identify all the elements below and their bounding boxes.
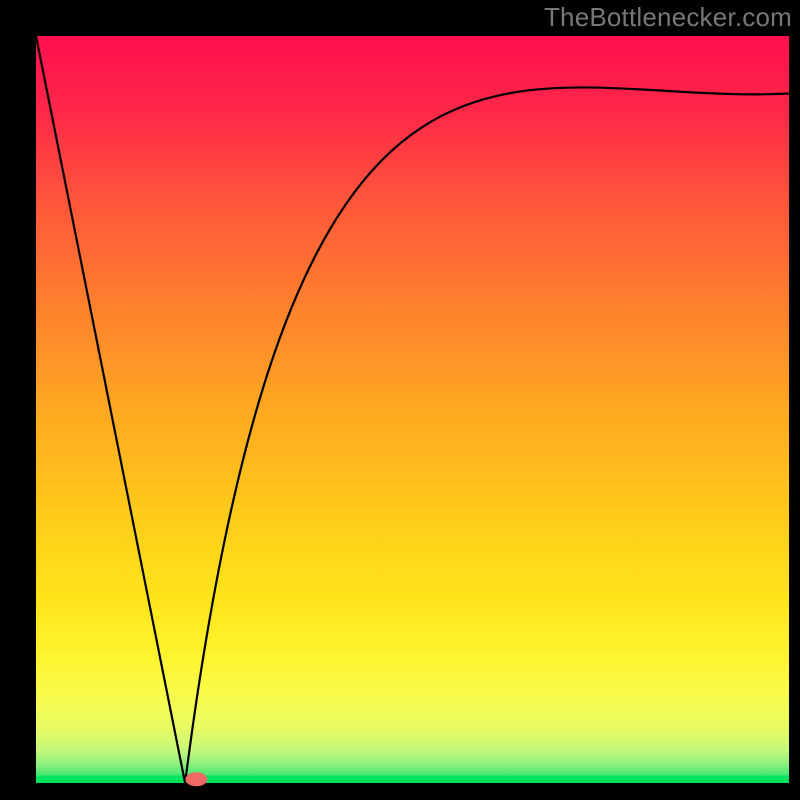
optimal-marker	[185, 772, 207, 786]
plot-gradient	[36, 36, 789, 783]
bottleneck-chart	[0, 0, 800, 800]
chart-stage: TheBottlenecker.com	[0, 0, 800, 800]
baseline-band	[36, 776, 789, 783]
watermark-text: TheBottlenecker.com	[544, 2, 792, 33]
